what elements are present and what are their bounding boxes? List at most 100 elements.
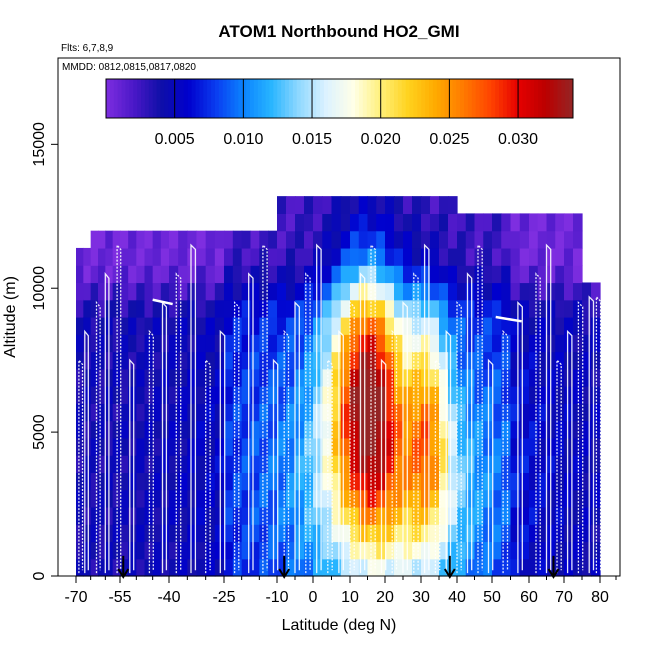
heatmap-cell	[160, 524, 170, 543]
heatmap-cell	[474, 455, 484, 473]
heatmap-cell	[483, 282, 493, 301]
colorbar-swatch	[249, 79, 255, 118]
heatmap-cell	[492, 403, 502, 422]
heatmap-cell	[510, 282, 521, 301]
heatmap-cell	[358, 213, 369, 232]
heatmap-cell	[232, 265, 243, 284]
colorbar-swatch	[479, 79, 484, 118]
heatmap-cell	[340, 506, 351, 525]
heatmap-cell	[483, 317, 493, 335]
heatmap-cell	[90, 472, 99, 491]
heatmap-cell	[136, 489, 146, 508]
heatmap-cell	[340, 489, 351, 508]
heatmap-cell	[331, 455, 342, 473]
heatmap-cell	[492, 386, 502, 404]
heatmap-cell	[136, 472, 146, 491]
heatmap-cell	[421, 472, 431, 491]
heatmap-cell	[376, 230, 386, 249]
heatmap-cell	[286, 541, 296, 560]
heatmap-cell	[241, 386, 252, 404]
heatmap-cell	[83, 265, 92, 284]
colorbar-swatch	[502, 79, 508, 118]
heatmap-cell	[250, 368, 260, 387]
heatmap-cell	[224, 265, 234, 284]
colorbar-swatch	[187, 79, 193, 118]
heatmap-cell	[501, 213, 512, 232]
heatmap-cell	[421, 265, 431, 284]
heatmap-cell	[529, 334, 539, 353]
heatmap-cell	[358, 524, 369, 543]
heatmap-cell	[474, 368, 484, 387]
colorbar-swatch	[475, 79, 481, 118]
heatmap-cell	[232, 472, 243, 491]
heatmap-cell	[196, 455, 207, 473]
heatmap-cell	[169, 420, 179, 439]
flight-arrow	[117, 555, 130, 579]
heatmap-cell	[439, 558, 449, 577]
heatmap-cell	[367, 541, 377, 560]
colorbar-swatch	[320, 79, 325, 118]
heatmap-cell	[474, 334, 484, 353]
heatmap-cell	[277, 299, 287, 318]
heatmap-cell	[448, 506, 458, 525]
heatmap-cell	[120, 282, 129, 301]
heatmap-cell	[582, 282, 592, 301]
colorbar-swatch	[183, 79, 189, 118]
colorbar-swatch	[541, 79, 547, 118]
heatmap-cell	[367, 455, 377, 473]
heatmap-cell	[519, 265, 530, 284]
heatmap-cell	[519, 420, 530, 439]
heatmap-cell	[510, 506, 521, 525]
colorbar-swatch	[323, 79, 329, 118]
heatmap-cell	[277, 230, 287, 249]
heatmap-cell	[501, 437, 512, 456]
heatmap-cell	[591, 403, 601, 422]
heatmap-cell	[510, 524, 521, 543]
heatmap-cell	[465, 386, 476, 404]
heatmap-cell	[555, 420, 565, 439]
flight-profile	[129, 358, 135, 574]
heatmap-cell	[205, 524, 216, 543]
heatmap-cell	[160, 403, 170, 422]
colorbar-swatch	[444, 79, 449, 118]
heatmap-cell	[510, 489, 521, 508]
x-tick-label: 0	[309, 589, 318, 606]
heatmap-cell	[286, 558, 296, 577]
heatmap-cell	[483, 213, 493, 232]
flight-profile	[175, 272, 182, 574]
colorbar-swatch	[238, 79, 243, 118]
heatmap-cell	[259, 282, 269, 301]
heatmap-cell	[160, 437, 170, 456]
heatmap-cell	[439, 351, 449, 370]
colorbar-swatch	[553, 79, 558, 118]
heatmap-cell	[340, 196, 351, 214]
heatmap-cell	[196, 317, 207, 335]
heatmap-cell	[90, 506, 99, 525]
heatmap-cell	[313, 247, 323, 266]
heatmap-cell	[98, 265, 106, 284]
heatmap-cell	[90, 282, 99, 301]
colorbar-swatch	[522, 79, 527, 118]
x-tick-label: -25	[212, 589, 235, 606]
heatmap-cell	[501, 386, 512, 404]
heatmap-cell	[277, 437, 287, 456]
heatmap-cell	[160, 368, 170, 387]
heatmap-cell	[304, 489, 314, 508]
heatmap-cell	[555, 541, 565, 560]
heatmap-cell	[529, 317, 539, 335]
heatmap-cell	[178, 282, 188, 301]
heatmap-cell	[178, 558, 188, 577]
x-tick-label: 20	[376, 589, 394, 606]
heatmap-cell	[350, 455, 360, 473]
heatmap-cell	[112, 403, 121, 422]
heatmap-cell	[385, 247, 395, 266]
heatmap-cell	[430, 351, 440, 370]
heatmap-cell	[322, 265, 333, 284]
heatmap-cell	[144, 386, 154, 404]
heatmap-cell	[259, 455, 269, 473]
heatmap-cell	[537, 299, 548, 318]
heatmap-cell	[128, 420, 137, 439]
heatmap-cell	[555, 506, 565, 525]
heatmap-cell	[277, 472, 287, 491]
